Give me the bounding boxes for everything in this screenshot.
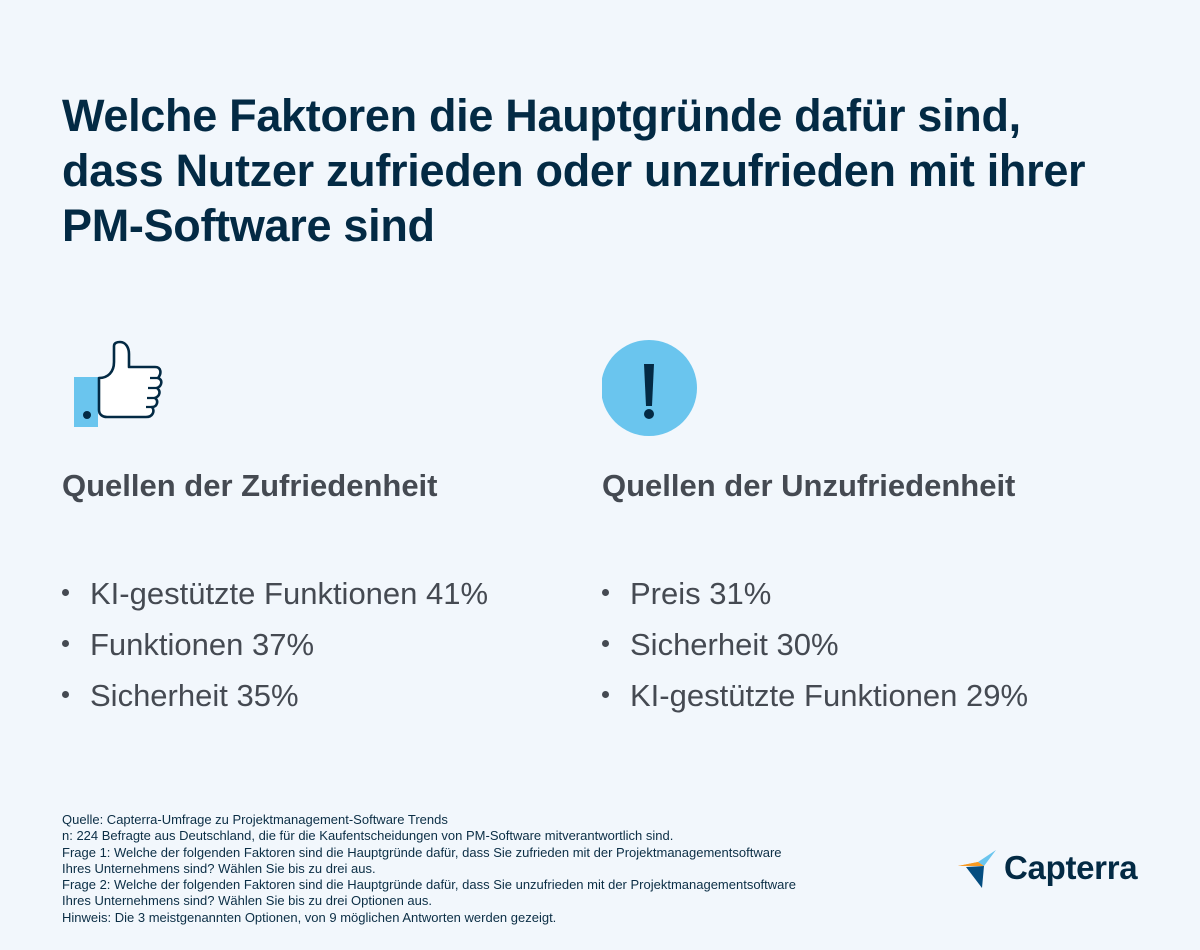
capterra-logo: Capterra — [958, 848, 1138, 888]
footnote-question-2-cont: Ihres Unternehmens sind? Wählen Sie bis … — [62, 893, 432, 909]
dissatisfaction-list: Preis 31% Sicherheit 30% KI-gestützte Fu… — [602, 568, 1028, 721]
bullet-icon — [62, 640, 69, 647]
footnote-question-2: Frage 2: Welche der folgenden Faktoren s… — [62, 877, 796, 893]
item-label: KI-gestützte Funktionen 41% — [90, 576, 489, 611]
item-label: Sicherheit 30% — [630, 627, 839, 662]
footnote-note: Hinweis: Die 3 meistgenannten Optionen, … — [62, 909, 557, 925]
list-item: KI-gestützte Funktionen 41% — [62, 568, 488, 619]
page-title: Welche Faktoren die Hauptgründe dafür si… — [62, 90, 1086, 251]
satisfaction-section: Quellen der Zufriedenheit KI-gestützte F… — [62, 340, 582, 713]
capterra-logo-icon — [958, 850, 996, 888]
thumbs-up-icon — [62, 340, 582, 440]
satisfaction-list: KI-gestützte Funktionen 41% Funktionen 3… — [62, 568, 488, 721]
dissatisfaction-section: Quellen der Unzufriedenheit Preis 31% Si… — [601, 340, 1162, 713]
list-item: Sicherheit 35% — [62, 670, 488, 721]
bullet-icon — [602, 640, 609, 647]
item-label: Sicherheit 35% — [90, 678, 299, 713]
bullet-icon — [62, 691, 69, 698]
satisfaction-heading: Quellen der Zufriedenheit — [62, 468, 438, 503]
exclamation-circle-icon — [601, 340, 1162, 440]
footnote: Quelle: Capterra-Umfrage zu Projektmanag… — [62, 812, 942, 926]
footnote-question-1: Frage 1: Welche der folgenden Faktoren s… — [62, 844, 782, 860]
item-label: Preis 31% — [630, 576, 772, 611]
bullet-icon — [602, 589, 609, 596]
item-label: Funktionen 37% — [90, 627, 315, 662]
dissatisfaction-heading: Quellen der Unzufriedenheit — [602, 468, 1016, 503]
item-label: KI-gestützte Funktionen 29% — [630, 678, 1029, 713]
bullet-icon — [602, 691, 609, 698]
footnote-sample: n: 224 Befragte aus Deutschland, die für… — [62, 828, 674, 844]
capterra-logo-text: Capterra — [1004, 849, 1138, 886]
list-item: Funktionen 37% — [62, 619, 488, 670]
list-item: Sicherheit 30% — [602, 619, 1028, 670]
footnote-source: Quelle: Capterra-Umfrage zu Projektmanag… — [62, 812, 448, 827]
footnote-question-1-cont: Ihres Unternehmens sind? Wählen Sie bis … — [62, 860, 376, 876]
list-item: KI-gestützte Funktionen 29% — [602, 670, 1028, 721]
bullet-icon — [62, 589, 69, 596]
list-item: Preis 31% — [602, 568, 1028, 619]
